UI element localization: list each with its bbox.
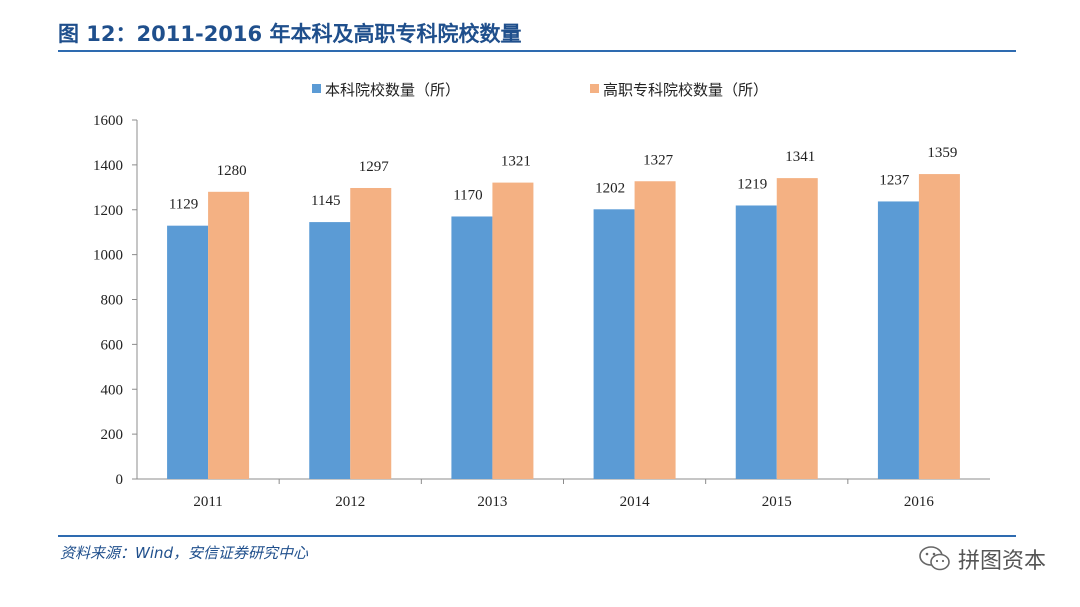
footer-rule xyxy=(58,535,1016,537)
figure-title: 图 12：2011-2016 年本科及高职专科院校数量 xyxy=(58,22,522,46)
y-tick-label: 1000 xyxy=(93,248,123,264)
x-tick-label: 2011 xyxy=(193,494,222,510)
watermark: 拼图资本 xyxy=(918,543,1046,575)
legend-label-2: 高职专科院校数量（所） xyxy=(603,81,768,99)
y-tick-label: 600 xyxy=(101,337,124,353)
bar-series-1-2012 xyxy=(309,222,351,479)
legend: 本科院校数量（所） 高职专科院校数量（所） xyxy=(312,81,768,99)
title-rule xyxy=(58,50,1016,52)
y-tick-label: 400 xyxy=(101,382,124,398)
data-label-series-2: 1321 xyxy=(501,154,531,170)
y-tick-label: 1400 xyxy=(93,158,123,174)
x-tick-label: 2013 xyxy=(477,494,507,510)
data-label-series-1: 1219 xyxy=(737,176,767,192)
data-label-series-1: 1202 xyxy=(595,180,625,196)
bar-series-2-2015 xyxy=(776,178,818,479)
data-label-series-1: 1170 xyxy=(453,187,482,203)
data-label-series-2: 1327 xyxy=(643,152,674,168)
legend-swatch-1 xyxy=(312,84,321,93)
bar-series-1-2013 xyxy=(451,216,493,479)
source-note: 资料来源：Wind，安信证券研究中心 xyxy=(60,544,309,562)
bar-series-2-2013 xyxy=(492,182,534,479)
wechat-icon xyxy=(919,546,950,571)
bar-series-2-2011 xyxy=(208,191,250,480)
bar-series-1-2014 xyxy=(593,209,635,479)
x-tick-label: 2015 xyxy=(762,494,792,510)
watermark-text: 拼图资本 xyxy=(957,549,1046,574)
data-label-series-1: 1237 xyxy=(879,172,910,188)
x-tick-label: 2012 xyxy=(335,494,365,510)
y-tick-label: 800 xyxy=(101,293,124,309)
bars xyxy=(167,174,960,480)
bar-series-2-2014 xyxy=(634,181,676,479)
axes: 0 200 400 600 800 1000 1200 1400 1600 2011 2012 201… xyxy=(93,113,990,510)
bar-series-1-2011 xyxy=(167,225,209,479)
data-labels: 1129 1280 1145 1297 1170 1321 1202 1327 1219 1341… xyxy=(169,145,958,213)
bar-series-2-2012 xyxy=(350,187,392,479)
data-label-series-2: 1297 xyxy=(359,159,390,175)
y-tick-label: 1200 xyxy=(93,203,123,219)
y-tick-label: 0 xyxy=(116,472,124,488)
data-label-series-2: 1359 xyxy=(927,145,957,161)
data-label-series-2: 1341 xyxy=(785,149,815,165)
bar-series-2-2016 xyxy=(918,174,960,479)
x-tick-label: 2016 xyxy=(904,494,935,510)
y-tick-label: 1600 xyxy=(93,113,123,129)
x-tick-label: 2014 xyxy=(620,494,651,510)
legend-swatch-2 xyxy=(590,84,599,93)
legend-label-1: 本科院校数量（所） xyxy=(325,81,460,99)
data-label-series-2: 1280 xyxy=(217,163,247,179)
y-tick-label: 200 xyxy=(101,427,124,443)
data-label-series-1: 1145 xyxy=(311,193,340,209)
bar-series-1-2015 xyxy=(735,205,777,479)
data-label-series-1: 1129 xyxy=(169,197,198,213)
bar-series-1-2016 xyxy=(877,201,919,479)
